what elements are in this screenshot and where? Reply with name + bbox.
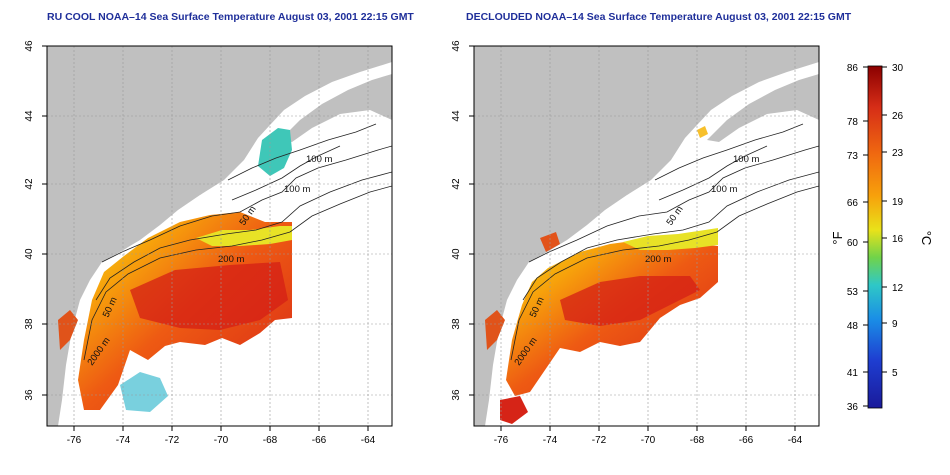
colorbar-fahrenheit-label: 86 <box>847 63 859 74</box>
left-y-tick-label: 42 <box>24 178 35 190</box>
colorbar-fahrenheit-label: 78 <box>847 117 859 128</box>
left-delaware-bay <box>58 310 78 350</box>
right-map-panel: 100 m 100 m 50 m 200 m 50 m 2000 m <box>451 40 820 446</box>
colorbar-celsius-label: 9 <box>892 319 898 330</box>
left-graticule <box>47 46 392 426</box>
colorbar-fahrenheit-label: 48 <box>847 321 859 332</box>
colorbar-celsius-label: 23 <box>892 148 904 159</box>
right-cape-cod <box>623 170 647 195</box>
right-sst-south-fragment <box>500 396 528 424</box>
right-land-mass <box>474 46 819 426</box>
right-x-tick-label: -64 <box>788 435 803 446</box>
right-map-frame <box>473 45 820 427</box>
right-x-tick-label: -66 <box>739 435 754 446</box>
left-x-tick-label: -66 <box>312 435 327 446</box>
colorbar-celsius-label: 19 <box>892 197 904 208</box>
right-x-tick-label: -70 <box>641 435 656 446</box>
right-y-tick-label: 38 <box>451 318 462 330</box>
colorbar-fahrenheit-unit: °F <box>830 231 845 244</box>
colorbar-fahrenheit-label: 41 <box>847 368 859 379</box>
left-y-tick-label: 44 <box>24 110 35 122</box>
colorbar-celsius-label: 12 <box>892 283 904 294</box>
right-x-tick-label: -72 <box>592 435 607 446</box>
right-nova-scotia <box>707 74 819 142</box>
left-y-tick-label: 46 <box>24 40 35 52</box>
right-sst-shelf-band <box>623 228 718 250</box>
right-y-tick-label: 36 <box>451 389 462 401</box>
colorbar-ticks <box>863 66 887 407</box>
left-isobaths <box>83 123 392 361</box>
right-x-tick-label: -68 <box>690 435 705 446</box>
left-x-tick-label: -68 <box>263 435 278 446</box>
colorbar-fahrenheit-label: 36 <box>847 402 859 413</box>
colorbar-fahrenheit-label: 73 <box>847 151 859 162</box>
right-isobath-label-100m-south: 100 m <box>711 184 737 195</box>
right-x-tick-label: -76 <box>494 435 509 446</box>
left-map-panel: 100 m 100 m 50 m 200 m 50 m 2000 m <box>24 40 393 446</box>
colorbar-celsius-label: 16 <box>892 234 904 245</box>
colorbar-gradient <box>867 65 883 409</box>
left-map-title: RU COOL NOAA–14 Sea Surface Temperature … <box>47 11 414 23</box>
right-graticule <box>474 46 819 426</box>
left-sst-warm-core <box>130 262 288 330</box>
colorbar-fahrenheit-label: 60 <box>847 238 859 249</box>
left-y-tick-label: 36 <box>24 389 35 401</box>
temperature-colorbar: 86 78 73 66 60 53 48 41 36 30 26 23 19 1… <box>830 63 934 413</box>
colorbar-celsius-label: 5 <box>892 368 898 379</box>
left-cape-cod <box>196 170 220 195</box>
colorbar-celsius-unit: °C <box>919 231 934 246</box>
left-sst-cool-patch-north <box>258 128 292 176</box>
left-x-tick-label: -72 <box>165 435 180 446</box>
left-isobath-label-200m: 200 m <box>218 254 244 265</box>
right-isobath-label-200m: 200 m <box>645 254 671 265</box>
left-y-tick-label: 38 <box>24 318 35 330</box>
left-map-frame <box>46 45 393 427</box>
right-y-tick-label: 44 <box>451 110 462 122</box>
left-axis-ticks <box>42 45 369 431</box>
colorbar-fahrenheit-label: 66 <box>847 198 859 209</box>
right-isobaths <box>510 123 819 361</box>
left-nova-scotia <box>280 74 392 142</box>
right-y-tick-label: 42 <box>451 178 462 190</box>
colorbar-celsius-label: 30 <box>892 63 904 74</box>
left-x-tick-label: -64 <box>361 435 376 446</box>
right-map-title: DECLOUDED NOAA–14 Sea Surface Temperatur… <box>466 11 852 23</box>
colorbar-fahrenheit-label: 53 <box>847 287 859 298</box>
left-x-tick-label: -76 <box>67 435 82 446</box>
left-sst-shelf-band <box>196 226 292 246</box>
colorbar-celsius-label: 26 <box>892 111 904 122</box>
left-x-tick-label: -74 <box>116 435 131 446</box>
left-land-mass <box>47 46 392 426</box>
left-sst-cool-patch-south <box>120 372 168 412</box>
left-y-tick-label: 40 <box>24 248 35 260</box>
right-sst-small-patch <box>697 126 708 138</box>
right-y-tick-label: 40 <box>451 248 462 260</box>
right-y-tick-label: 46 <box>451 40 462 52</box>
right-x-tick-label: -74 <box>543 435 558 446</box>
right-sst-warm-core <box>560 276 700 326</box>
right-axis-ticks <box>469 45 796 431</box>
left-isobath-label-100m-south: 100 m <box>284 184 310 195</box>
right-delaware-bay <box>485 310 505 350</box>
left-x-tick-label: -70 <box>214 435 229 446</box>
